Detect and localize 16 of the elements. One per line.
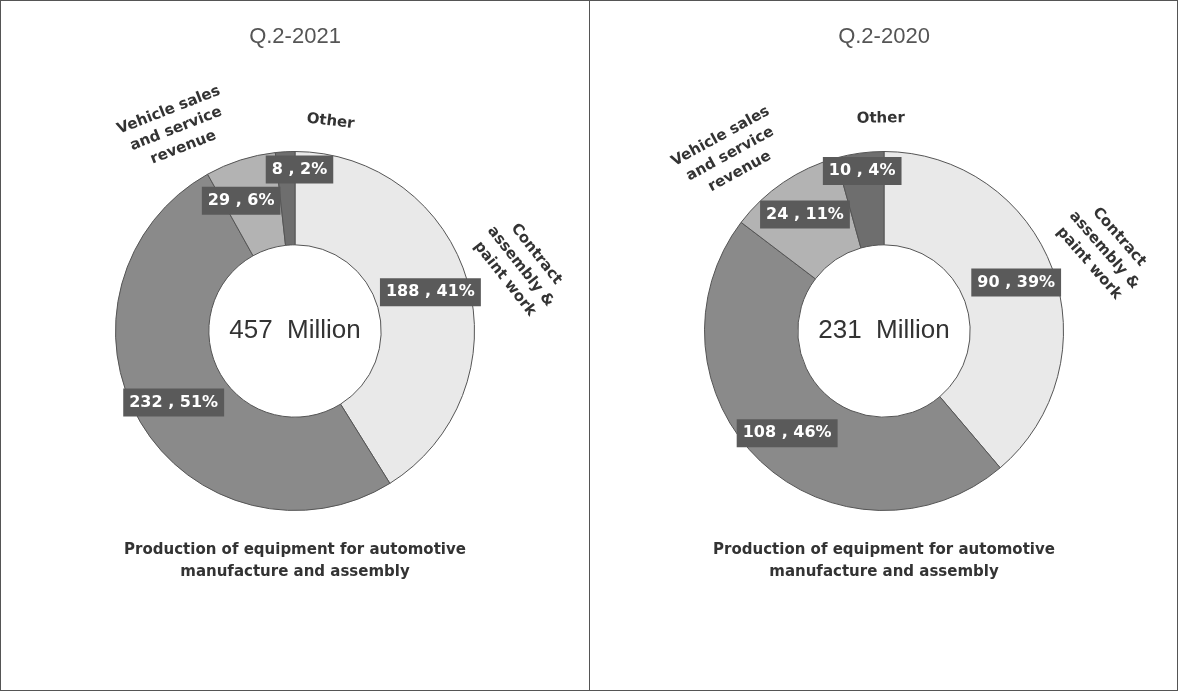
data-label: 188 , 41% <box>385 281 475 301</box>
data-label: 10 , 4% <box>828 160 896 180</box>
slice-label: Production of equipment for automotive manufacture and assembly <box>124 540 466 581</box>
data-label: 24 , 11% <box>766 203 844 223</box>
text: 457 Million <box>229 314 361 345</box>
slice-label: Production of equipment for automotive manufacture and assembly <box>713 540 1055 581</box>
slice-label: Other <box>856 108 906 127</box>
data-label: 8 , 2% <box>271 158 328 178</box>
chart-title: Q.2-2021 <box>249 23 341 49</box>
text: 231 Million <box>818 314 950 345</box>
data-label: 90 , 39% <box>977 271 1056 291</box>
data-label: 29 , 6% <box>207 190 275 210</box>
data-label: 232 , 51% <box>129 391 219 411</box>
chart-title: Q.2-2020 <box>838 23 930 49</box>
slice-label: Other <box>305 108 357 133</box>
data-label: 108 , 46% <box>742 422 832 442</box>
